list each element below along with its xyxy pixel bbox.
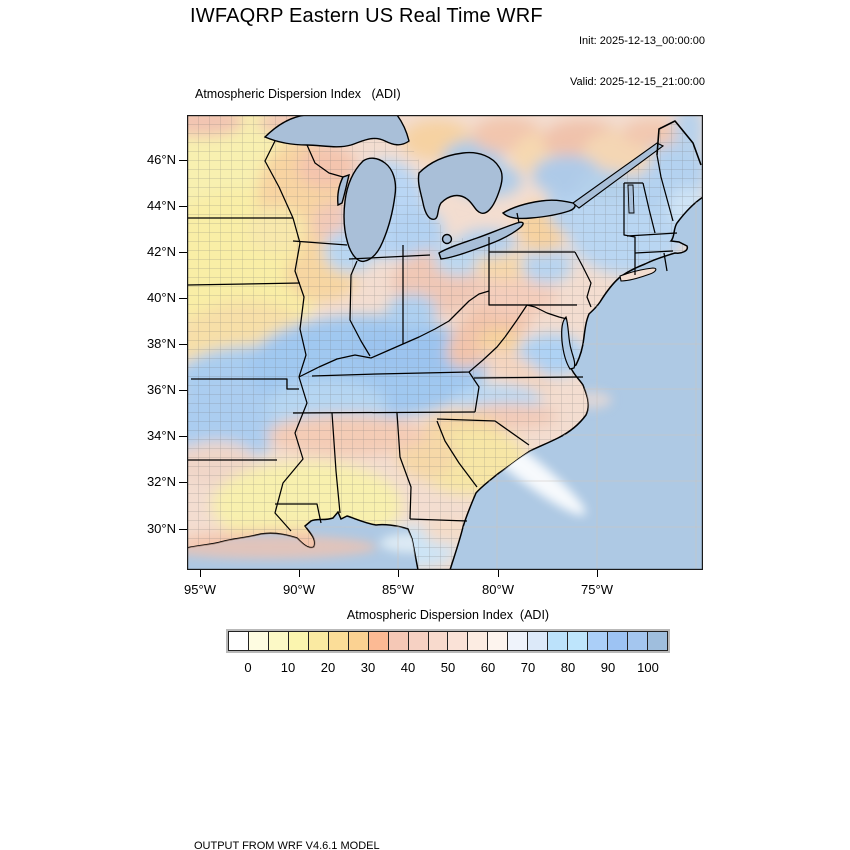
lon-tick-mark [597, 570, 599, 577]
colorbar-cell [348, 632, 369, 650]
lon-tick-label: 95°W [184, 582, 216, 597]
long-island [619, 267, 657, 282]
colorbar-title: Atmospheric Dispersion Index (ADI) [346, 608, 550, 622]
state-boundaries [186, 120, 702, 532]
colorbar-cell [548, 632, 569, 650]
colorbar-cell [488, 632, 509, 650]
colorbar-cell [628, 632, 649, 650]
colorbar [228, 631, 668, 651]
colorbar-tick-label: 0 [244, 660, 252, 675]
lat-tick-mark [179, 436, 187, 438]
init-time: Init: 2025-12-13_00:00:00 [579, 35, 705, 47]
atlantic-ocean [448, 195, 704, 571]
colorbar-tick-label: 100 [637, 660, 659, 675]
colorbar-tick-label: 50 [440, 660, 456, 675]
colorbar-cell [428, 632, 449, 650]
lat-tick-mark [179, 160, 187, 162]
colorbar-tick-label: 80 [560, 660, 576, 675]
lon-tick-mark [498, 570, 500, 577]
colorbar-cell [288, 632, 309, 650]
colorbar-cell [608, 632, 629, 650]
lat-tick-label: 42°N [146, 244, 176, 259]
lat-tick-mark [179, 390, 187, 392]
lat-tick-mark [179, 482, 187, 484]
lake-erie [438, 221, 524, 260]
lat-tick-label: 44°N [146, 198, 176, 213]
lake-champlain [627, 184, 635, 214]
lat-tick-mark [179, 206, 187, 208]
colorbar-cell [328, 632, 349, 650]
lat-tick-mark [179, 252, 187, 254]
colorbar-tick-label: 90 [600, 660, 616, 675]
lat-tick-mark [179, 344, 187, 346]
colorbar-cell [448, 632, 469, 650]
lake-ontario [501, 199, 576, 220]
lake-huron [417, 151, 503, 220]
lat-tick-label: 40°N [146, 290, 176, 305]
lat-tick-label: 38°N [146, 336, 176, 351]
st-lawrence-river [572, 142, 665, 209]
chesapeake-bay [561, 315, 576, 370]
colorbar-cell [528, 632, 549, 650]
colorbar-cell [648, 632, 667, 650]
colorbar-cell [248, 632, 269, 650]
lon-tick-mark [398, 570, 400, 577]
adi-map-svg [139, 88, 707, 571]
colorbar-cell [508, 632, 529, 650]
lat-tick-mark [179, 529, 187, 531]
footer-line1: OUTPUT FROM WRF V4.6.1 MODEL [194, 840, 380, 850]
colorbar-cell [468, 632, 489, 650]
colorbar-tick-label: 70 [520, 660, 536, 675]
colorbar-cell [388, 632, 409, 650]
lon-tick-label: 90°W [283, 582, 315, 597]
lon-tick-mark [299, 570, 301, 577]
bays [561, 267, 657, 370]
lon-tick-label: 85°W [382, 582, 414, 597]
valid-time: Valid: 2025-12-15_21:00:00 [570, 75, 705, 88]
lon-tick-mark [200, 570, 202, 577]
model-config-footer: OUTPUT FROM WRF V4.6.1 MODEL WE = 310 ; … [194, 811, 627, 850]
map-subtitle: Atmospheric Dispersion Index (ADI) [195, 87, 401, 101]
colorbar-tick-label: 10 [280, 660, 296, 675]
lon-tick-label: 80°W [482, 582, 514, 597]
lon-tick-label: 75°W [581, 582, 613, 597]
colorbar-tick-labels: 0 10 20 30 40 50 60 70 80 90 100 [228, 660, 668, 676]
model-run-times: Init: 2025-12-13_00:00:00 Valid: 2025-12… [400, 8, 705, 116]
lat-tick-label: 30°N [146, 521, 176, 536]
colorbar-cell [268, 632, 289, 650]
lat-tick-mark [179, 298, 187, 300]
lake-st-clair [441, 233, 453, 245]
colorbar-tick-label: 60 [480, 660, 496, 675]
colorbar-cell [588, 632, 609, 650]
lake-michigan [343, 157, 397, 263]
colorbar-cell [308, 632, 329, 650]
colorbar-tick-label: 30 [360, 660, 376, 675]
lat-tick-label: 34°N [146, 428, 176, 443]
colorbar-tick-label: 20 [320, 660, 336, 675]
lat-tick-label: 46°N [146, 152, 176, 167]
colorbar-tick-label: 40 [400, 660, 416, 675]
colorbar-cell [568, 632, 589, 650]
page-title: IWFAQRP Eastern US Real Time WRF [190, 5, 543, 27]
great-lakes [263, 114, 665, 263]
map-border [187, 115, 703, 570]
lat-tick-label: 36°N [146, 382, 176, 397]
colorbar-cell [229, 632, 249, 650]
colorbar-cell [368, 632, 389, 650]
map-canvas [139, 88, 707, 571]
lat-tick-label: 32°N [146, 474, 176, 489]
green-bay [337, 173, 350, 207]
colorbar-cell [408, 632, 429, 650]
